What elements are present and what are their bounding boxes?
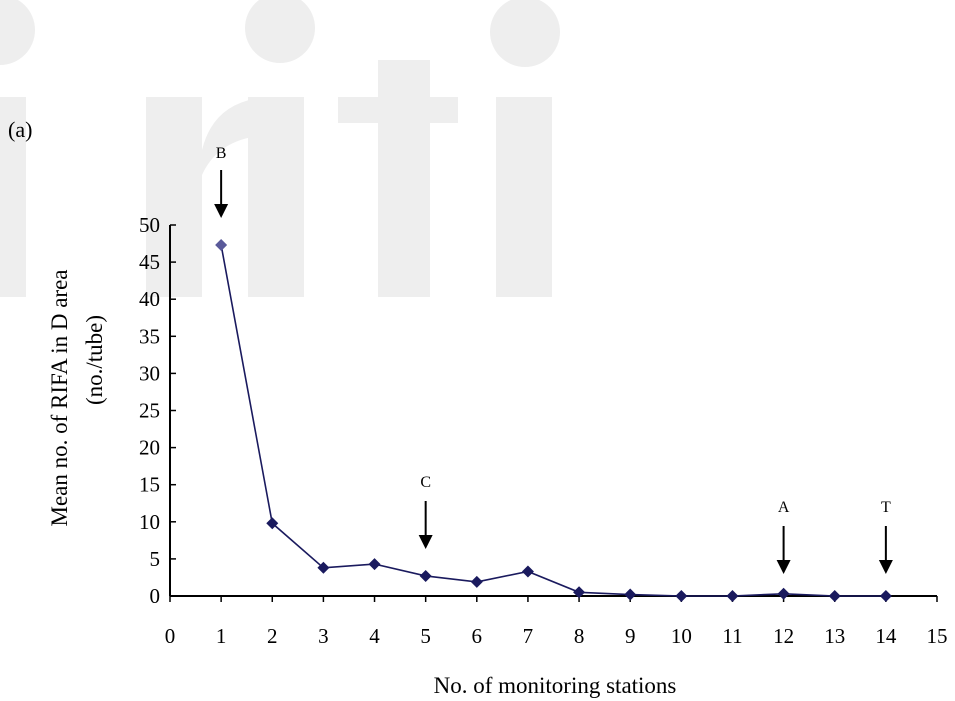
annotation-label: T: [881, 499, 891, 516]
data-point-marker: [675, 590, 688, 602]
x-tick-label: 3: [318, 624, 329, 648]
x-tick-label: 4: [369, 624, 380, 648]
y-tick-label: 35: [139, 324, 160, 348]
x-tick-label: 2: [267, 624, 278, 648]
x-tick-label: 7: [523, 624, 534, 648]
watermark-dot: [0, 0, 35, 65]
x-tick-label: 15: [927, 624, 948, 648]
x-tick-label: 5: [420, 624, 431, 648]
data-point-marker: [470, 575, 483, 588]
watermark-stem: [496, 97, 552, 297]
x-tick-label: 12: [773, 624, 794, 648]
data-point-marker: [368, 558, 381, 571]
annotation-arrow-head: [776, 560, 791, 574]
y-axis-title: Mean no. of RIFA in D area: [47, 270, 72, 527]
x-axis-ticks: 0 1 2 3 4 5 6 7 8 9 10 11 12 13 14 15: [165, 596, 948, 648]
data-point-marker: [266, 517, 279, 530]
y-tick-label: 10: [139, 510, 160, 534]
data-point-marker: [317, 561, 330, 574]
annotation-arrow-head: [878, 560, 893, 574]
y-axis-unit: (no./tube): [82, 315, 107, 405]
data-point-marker: [879, 590, 892, 602]
x-tick-label: 8: [574, 624, 585, 648]
watermark-dot: [490, 0, 560, 67]
y-tick-label: 45: [139, 250, 160, 274]
watermark-stem: [0, 97, 26, 297]
y-tick-label: 50: [139, 213, 160, 237]
annotation-arrow-head: [418, 535, 433, 549]
data-point-marker: [573, 586, 586, 599]
data-point-marker: [828, 590, 841, 602]
data-point-marker: [521, 565, 534, 578]
x-axis-title: No. of monitoring stations: [434, 673, 677, 698]
annotation-arrow-head: [214, 204, 229, 218]
series-layer: [215, 239, 892, 602]
watermark-dot: [245, 0, 315, 63]
x-tick-label: 9: [625, 624, 636, 648]
data-point-marker: [624, 588, 637, 601]
y-axis-ticks: 0 5 10 15 20 25 30 35 40 45 50: [139, 213, 176, 608]
y-tick-label: 15: [139, 473, 160, 497]
annotation-label: A: [778, 499, 790, 516]
annotation-label: B: [216, 145, 227, 162]
x-tick-label: 6: [472, 624, 483, 648]
watermark: [0, 0, 560, 297]
annotation-layer: B C A T: [214, 145, 893, 574]
y-tick-label: 0: [150, 584, 161, 608]
watermark-stem: [378, 60, 430, 297]
x-tick-label: 14: [875, 624, 897, 648]
y-tick-label: 40: [139, 287, 160, 311]
data-point-marker: [726, 590, 739, 602]
y-tick-label: 30: [139, 361, 160, 385]
series-line: [220, 244, 886, 597]
watermark-stem: [248, 97, 304, 297]
panel-label: (a): [8, 117, 32, 142]
y-tick-label: 20: [139, 436, 160, 460]
data-point-marker: [777, 587, 790, 600]
y-tick-label: 25: [139, 399, 160, 423]
x-tick-label: 0: [165, 624, 176, 648]
data-point-marker: [419, 569, 432, 582]
x-tick-label: 10: [671, 624, 692, 648]
data-point-marker: [215, 239, 228, 252]
x-tick-label: 13: [824, 624, 845, 648]
x-tick-label: 11: [722, 624, 742, 648]
annotation-label: C: [420, 474, 431, 491]
x-tick-label: 1: [216, 624, 227, 648]
y-tick-label: 5: [150, 547, 161, 571]
watermark-stem: [146, 97, 202, 297]
